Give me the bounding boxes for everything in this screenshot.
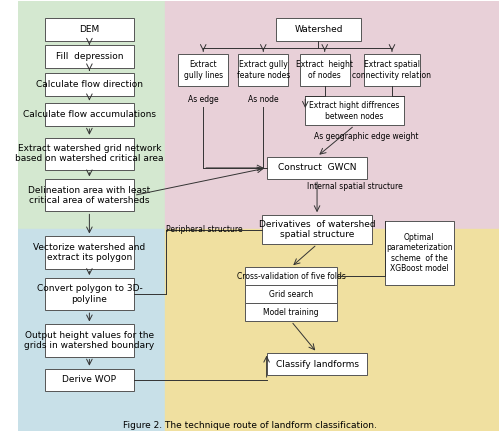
Bar	[266, 156, 368, 179]
Bar	[364, 54, 420, 86]
Bar	[45, 368, 134, 391]
Text: Grid search: Grid search	[269, 289, 313, 299]
Bar	[246, 267, 336, 285]
Text: Calculate flow accumulations: Calculate flow accumulations	[23, 110, 156, 119]
Text: Extract watershed grid network
based on watershed critical area: Extract watershed grid network based on …	[15, 144, 164, 163]
Bar	[266, 353, 368, 375]
Bar	[45, 324, 134, 356]
Bar	[45, 179, 134, 212]
Bar	[300, 54, 350, 86]
Text: Peripheral structure: Peripheral structure	[166, 225, 243, 234]
Text: Cross-validation of five folds: Cross-validation of five folds	[236, 272, 346, 281]
Text: Extract gully
feature nodes: Extract gully feature nodes	[236, 60, 290, 80]
Bar	[45, 103, 134, 126]
Bar	[246, 285, 336, 303]
Text: Watershed: Watershed	[294, 25, 343, 34]
Bar	[45, 45, 134, 68]
Text: DEM: DEM	[80, 25, 100, 34]
Text: Construct  GWCN: Construct GWCN	[278, 163, 356, 172]
Text: Fill  depression: Fill depression	[56, 52, 123, 61]
Bar	[178, 54, 228, 86]
Bar	[276, 18, 360, 41]
Text: Extract
gully lines: Extract gully lines	[184, 60, 223, 80]
Text: As edge: As edge	[188, 95, 218, 104]
Bar	[45, 138, 134, 170]
Text: Extract spatial
connectivity relation: Extract spatial connectivity relation	[352, 60, 432, 80]
Text: Optimal
parameterization
scheme  of the
XGBoost model: Optimal parameterization scheme of the X…	[386, 233, 452, 273]
Bar	[45, 73, 134, 96]
Bar	[18, 1, 165, 229]
Text: Classify landforms: Classify landforms	[276, 359, 358, 368]
Text: Figure 2. The technique route of landform classification.: Figure 2. The technique route of landfor…	[123, 421, 377, 430]
Bar	[45, 236, 134, 269]
Text: Convert polygon to 3D-
polyline: Convert polygon to 3D- polyline	[36, 284, 142, 304]
Text: Internal spatial structure: Internal spatial structure	[306, 182, 402, 191]
Bar	[246, 303, 336, 321]
Text: Vectorize watershed and
extract its polygon: Vectorize watershed and extract its poly…	[34, 243, 146, 262]
Bar	[45, 278, 134, 310]
Text: Derivatives  of watershed
spatial structure: Derivatives of watershed spatial structu…	[258, 220, 376, 239]
Text: Output height values for the
grids in watershed boundary: Output height values for the grids in wa…	[24, 331, 154, 350]
Text: As node: As node	[248, 95, 278, 104]
Bar	[45, 18, 134, 41]
Bar	[238, 54, 288, 86]
Bar	[262, 215, 372, 245]
Text: Calculate flow direction: Calculate flow direction	[36, 80, 143, 89]
Bar	[165, 229, 498, 431]
Bar	[165, 1, 498, 229]
Bar	[306, 96, 404, 125]
Text: As geographic edge weight: As geographic edge weight	[314, 132, 419, 141]
Bar	[384, 221, 454, 285]
Text: Extract hight diffrences
between nodes: Extract hight diffrences between nodes	[310, 101, 400, 121]
Text: Extract  height
of nodes: Extract height of nodes	[296, 60, 353, 80]
Text: Delineation area with least
critical area of watersheds: Delineation area with least critical are…	[28, 186, 150, 205]
Bar	[18, 229, 165, 431]
Text: Model training: Model training	[264, 308, 319, 317]
Text: Derive WOP: Derive WOP	[62, 375, 116, 384]
